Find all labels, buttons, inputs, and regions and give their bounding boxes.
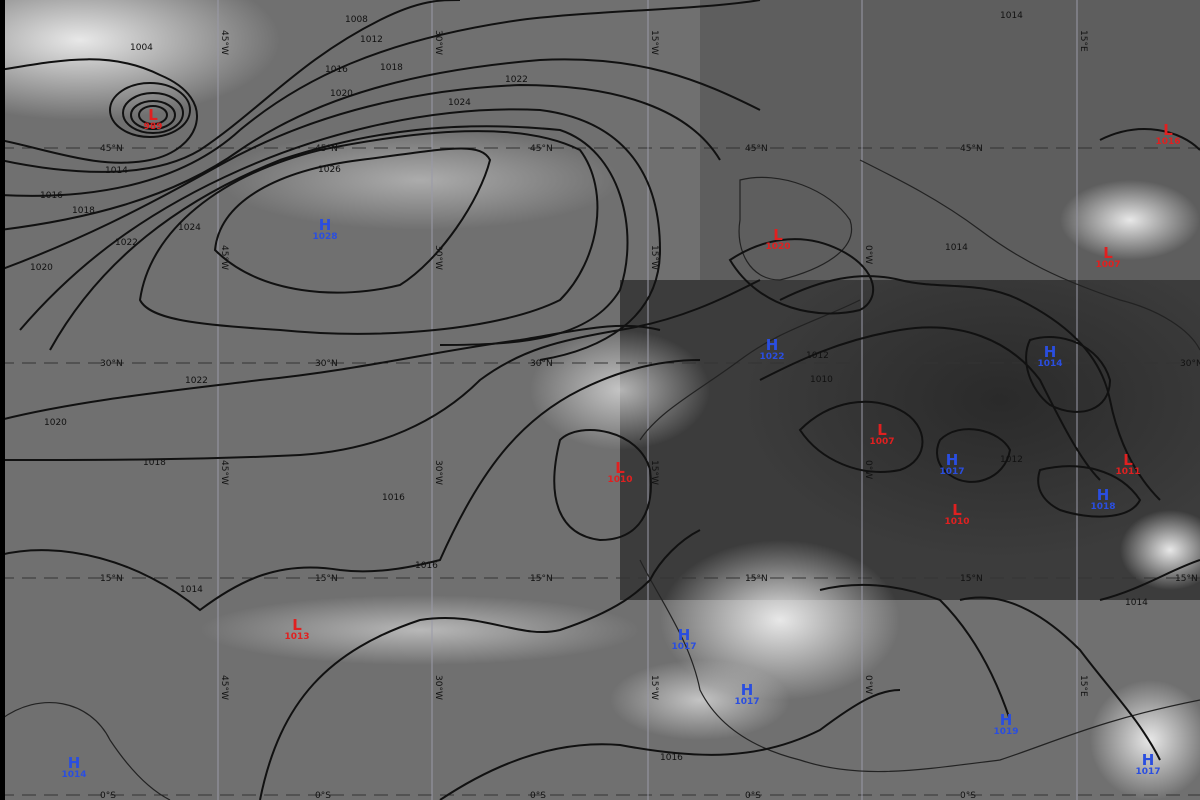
left-border <box>0 0 5 800</box>
lon-label: 45°W <box>219 245 229 270</box>
isobar-label: 1024 <box>178 223 201 233</box>
isobar-label: 1016 <box>325 65 348 75</box>
isobar-label: 1018 <box>72 206 95 216</box>
high-pressure-center: H 1014 <box>1037 343 1063 369</box>
high-pressure-center: H 1017 <box>1135 751 1161 777</box>
high-pressure-center: H 1014 <box>61 754 87 780</box>
lat-label: 30°N <box>315 359 338 369</box>
lon-label: 30°W <box>433 30 443 55</box>
lon-label: 0°W <box>863 675 873 694</box>
coastlines <box>0 159 1200 800</box>
isobar-label: 1014 <box>105 166 128 176</box>
graticule-labels: 45°N 45°N 45°N 45°N 45°N 30°N 30°N 30°N … <box>100 30 1200 800</box>
lon-label: 0°W <box>863 460 873 479</box>
lat-label: 15°N <box>530 574 553 584</box>
lat-label: 45°N <box>960 144 983 154</box>
lon-label: 45°W <box>219 460 229 485</box>
low-pressure-center: L 1010 <box>607 459 633 485</box>
lat-label: 0°S <box>960 791 976 800</box>
low-pressure-center: L 1007 <box>1095 244 1121 270</box>
lat-label: 0°S <box>530 791 546 800</box>
isobar-label: 1004 <box>130 43 153 53</box>
isobar-label: 1026 <box>318 165 341 175</box>
isobar-label: 1016 <box>40 191 63 201</box>
isobar-label: 1018 <box>380 63 403 73</box>
isobar-label: 1012 <box>1000 455 1023 465</box>
lon-label: 30°W <box>433 245 443 270</box>
lat-label: 45°N <box>100 144 123 154</box>
isobar-label: 1022 <box>115 238 138 248</box>
low-pressure-center: L 1020 <box>765 226 791 252</box>
isobar-labels: 1004 1008 1012 1014 1016 1018 1020 1022 … <box>30 11 1148 763</box>
lon-label: 15°W <box>649 245 659 270</box>
isobar-label: 1016 <box>382 493 405 503</box>
high-pressure-center: H 1017 <box>939 451 965 477</box>
isobar-label: 1022 <box>185 376 208 386</box>
lat-label: 45°N <box>315 144 338 154</box>
lon-label: 30°W <box>433 675 443 700</box>
lon-label: 30°W <box>433 460 443 485</box>
low-pressure-center: L 1007 <box>869 421 895 447</box>
isobar-label: 1016 <box>660 753 683 763</box>
isobar-label: 1024 <box>448 98 471 108</box>
isobar-label: 1012 <box>360 35 383 45</box>
lat-label: 30°N <box>100 359 123 369</box>
isobar-label: 1016 <box>415 561 438 571</box>
lat-label: 15°N <box>315 574 338 584</box>
high-pressure-center: H 1017 <box>671 626 697 652</box>
high-pressure-center: H 1022 <box>759 336 785 362</box>
lon-label: 15°E <box>1078 675 1088 697</box>
isobar-label: 1020 <box>330 89 353 99</box>
lon-label: 15°W <box>649 30 659 55</box>
lat-label: 15°N <box>745 574 768 584</box>
low-pressure-center: L 1016 <box>1155 121 1181 147</box>
lat-label: 0°S <box>315 791 331 800</box>
lon-label: 0°W <box>863 245 873 264</box>
isobar-label: 1012 <box>806 351 829 361</box>
lat-label: 15°N <box>100 574 123 584</box>
lat-label: 30°N <box>530 359 553 369</box>
low-pressure-center: L 989 <box>143 106 163 132</box>
isobar-label: 1020 <box>30 263 53 273</box>
isobar-label: 1018 <box>143 458 166 468</box>
high-pressure-center: H 1019 <box>993 711 1019 737</box>
high-pressure-center: H 1028 <box>312 216 338 242</box>
low-pressure-center: L 1013 <box>284 616 310 642</box>
isobar-label: 1014 <box>1125 598 1148 608</box>
lon-label: 15°W <box>649 460 659 485</box>
isobar-label: 1014 <box>1000 11 1023 21</box>
lat-label: 45°N <box>745 144 768 154</box>
isobar-label: 1014 <box>945 243 968 253</box>
lon-label: 45°W <box>219 675 229 700</box>
lon-label: 45°W <box>219 30 229 55</box>
isobar-label: 1022 <box>505 75 528 85</box>
lat-label: 0°S <box>745 791 761 800</box>
isobar-label: 1008 <box>345 15 368 25</box>
lat-label: 0°S <box>100 791 116 800</box>
lon-label: 15°E <box>1078 30 1088 52</box>
lon-label: 15°W <box>649 675 659 700</box>
lat-label: 30°N <box>1180 359 1200 369</box>
high-pressure-center: H 1017 <box>734 681 760 707</box>
isobar-label: 1020 <box>44 418 67 428</box>
isobar-label: 1010 <box>810 375 833 385</box>
high-pressure-center: H 1018 <box>1090 486 1116 512</box>
lat-label: 15°N <box>960 574 983 584</box>
lat-label: 45°N <box>530 144 553 154</box>
low-pressure-center: L 1011 <box>1115 451 1141 477</box>
isobar-label: 1014 <box>180 585 203 595</box>
low-pressure-center: L 1010 <box>944 501 970 527</box>
lat-label: 15°N <box>1175 574 1198 584</box>
